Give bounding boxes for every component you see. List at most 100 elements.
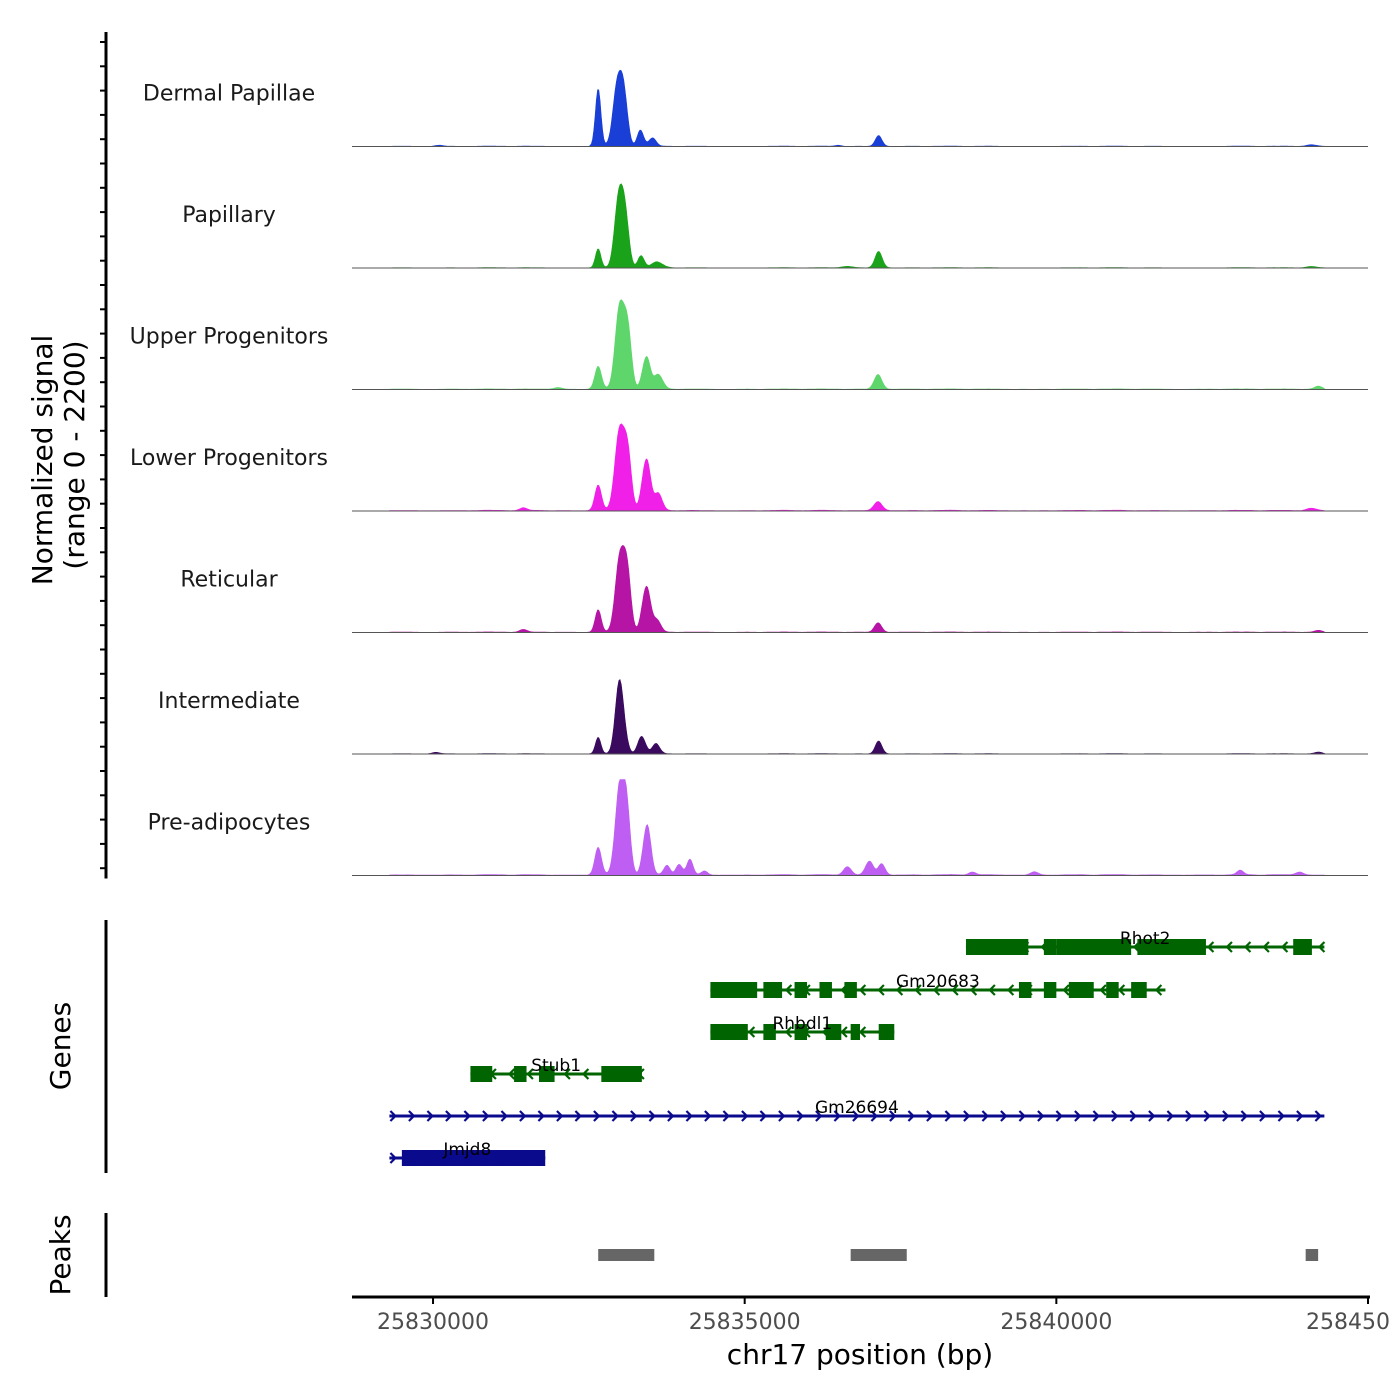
strand-arrow <box>821 984 830 996</box>
exon <box>878 1024 895 1040</box>
peak-region <box>1305 1249 1319 1261</box>
exon <box>794 982 808 998</box>
strand-arrow <box>1314 1110 1322 1122</box>
strand-arrow <box>482 1152 490 1164</box>
gene-1: Gm20683 <box>710 972 1166 998</box>
gene-2: Rhbdl1 <box>710 1014 895 1040</box>
strand-arrow <box>1111 1110 1119 1122</box>
strand-arrow <box>784 1026 793 1038</box>
strand-arrow <box>1117 984 1126 996</box>
strand-arrow <box>803 984 811 996</box>
strand-arrow <box>574 1110 582 1122</box>
signal-area <box>389 779 1325 876</box>
strand-arrow <box>722 1110 730 1122</box>
signal-track-6: Pre-adipocytes <box>148 779 1368 876</box>
track-label: Papillary <box>182 203 276 228</box>
strand-arrow <box>778 1110 786 1122</box>
exon <box>1106 982 1119 998</box>
exon <box>514 1066 527 1082</box>
strand-arrow <box>815 1110 823 1122</box>
strand-arrow <box>408 1152 416 1164</box>
strand-arrow <box>1299 941 1307 953</box>
gene-label: Rhbdl1 <box>772 1014 832 1034</box>
strand-arrow <box>556 1110 564 1122</box>
strand-arrow <box>648 1110 656 1122</box>
strand-arrow <box>563 1068 571 1080</box>
strand-arrow <box>537 1152 545 1164</box>
signal-track-2: Upper Progenitors <box>130 299 1368 390</box>
strand-arrow <box>1280 941 1289 953</box>
genes-panel: Rhot2 Gm20683 Rhbdl1 Stub1 Gm26694 Jmjd8 <box>104 920 1326 1173</box>
strand-arrow <box>1058 941 1067 953</box>
exon <box>1293 939 1312 955</box>
exon <box>965 939 1029 955</box>
strand-arrow <box>944 1110 952 1122</box>
strand-arrow <box>389 1152 397 1164</box>
y-axis-title: Normalized signal <box>26 335 59 586</box>
gene-label: Rhot2 <box>1120 929 1170 949</box>
strand-arrow <box>821 1026 830 1038</box>
strand-arrow <box>1188 941 1196 953</box>
strand-arrow <box>951 984 959 996</box>
signal-track-4: Reticular <box>180 545 1368 633</box>
signal-y-axis <box>100 32 108 879</box>
exon <box>825 1024 842 1040</box>
signal-area <box>389 299 1325 390</box>
strand-arrow <box>581 1068 590 1080</box>
strand-arrow <box>1317 941 1326 953</box>
strand-arrow <box>685 1110 693 1122</box>
exon <box>1018 982 1032 998</box>
peak-region <box>850 1249 907 1261</box>
strand-arrow <box>852 1110 860 1122</box>
strand-arrow <box>1025 984 1033 996</box>
track-label: Pre-adipocytes <box>148 811 311 836</box>
strand-arrow <box>593 1110 601 1122</box>
strand-arrow <box>445 1152 453 1164</box>
strand-arrow <box>710 1026 719 1038</box>
strand-arrow <box>1006 984 1015 996</box>
exon <box>850 1024 860 1040</box>
strand-arrow <box>1092 1110 1100 1122</box>
signal-area <box>389 545 1325 633</box>
strand-arrow <box>988 984 996 996</box>
strand-arrow <box>544 1068 553 1080</box>
gene-label: Stub1 <box>531 1056 581 1076</box>
strand-arrow <box>1222 1110 1230 1122</box>
peaks-track-title: Peaks <box>44 1214 77 1295</box>
strand-arrow <box>1018 1110 1026 1122</box>
signal-track-1: Papillary <box>182 183 1368 269</box>
strand-arrow <box>389 1110 397 1122</box>
strand-arrow <box>1037 1110 1045 1122</box>
strand-arrow <box>877 1026 885 1038</box>
strand-arrow <box>1043 984 1052 996</box>
strand-arrow <box>926 1110 934 1122</box>
track-label: Upper Progenitors <box>130 325 329 350</box>
strand-arrow <box>1151 941 1159 953</box>
strand-arrow <box>889 1110 897 1122</box>
gene-label: Gm20683 <box>896 972 980 992</box>
signal-track-0: Dermal Papillae <box>143 69 1368 147</box>
strand-arrow <box>537 1110 545 1122</box>
strand-arrow <box>704 1110 712 1122</box>
exon <box>1043 939 1057 955</box>
exon <box>710 1024 748 1040</box>
signal-area <box>389 678 1325 755</box>
gene-label: Jmjd8 <box>442 1140 491 1160</box>
strand-arrow <box>1132 941 1141 953</box>
gene-label: Gm26694 <box>815 1098 899 1118</box>
strand-arrow <box>1040 941 1048 953</box>
strand-arrow <box>963 1110 971 1122</box>
strand-arrow <box>1277 1110 1285 1122</box>
strand-arrow <box>766 1026 774 1038</box>
strand-arrow <box>784 984 793 996</box>
strand-arrow <box>1021 941 1030 953</box>
strand-arrow <box>408 1110 416 1122</box>
strand-arrow <box>1185 1110 1193 1122</box>
exon <box>819 982 832 998</box>
strand-arrow <box>1243 941 1252 953</box>
signal-area <box>389 183 1325 269</box>
exon <box>794 1024 808 1040</box>
x-tick-label: 258450 <box>1306 1310 1390 1335</box>
strand-arrow <box>766 984 774 996</box>
